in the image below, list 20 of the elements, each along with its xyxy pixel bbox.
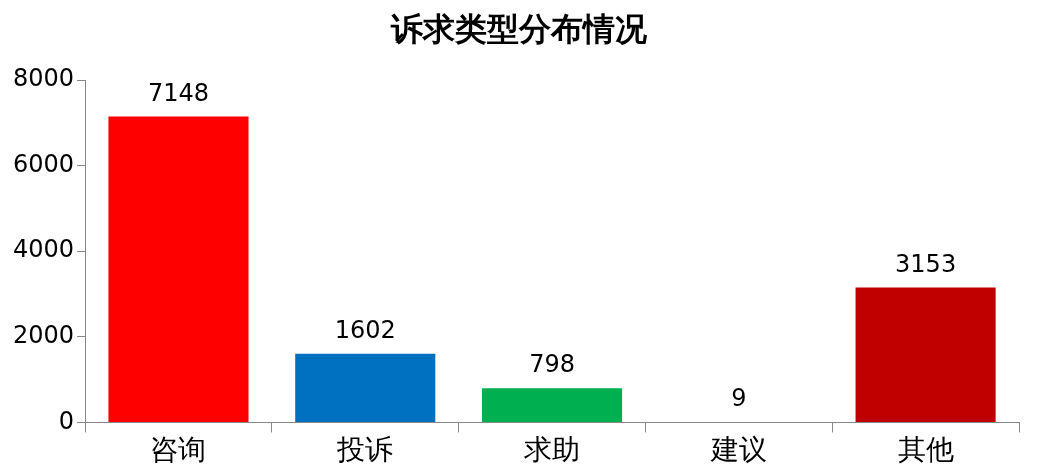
data-label: 7148: [147, 78, 210, 107]
chart-title: 诉求类型分布情况: [389, 9, 648, 50]
y-tick-label: 6000: [13, 149, 75, 178]
data-label: 9: [731, 384, 747, 413]
x-tick-label: 求助: [524, 433, 581, 467]
bar: [855, 287, 996, 422]
x-tick-label: 其他: [897, 433, 954, 467]
data-label: 798: [529, 350, 575, 379]
bar: [482, 388, 623, 422]
x-tick-label: 咨询: [150, 433, 207, 467]
y-tick-label: 4000: [13, 235, 75, 264]
y-tick-label: 2000: [13, 321, 75, 350]
x-tick-label: 建议: [709, 433, 767, 467]
y-tick-label: 0: [58, 406, 75, 435]
bar: [295, 353, 436, 422]
x-tick-label: 投诉: [336, 433, 394, 467]
bar: [108, 116, 249, 422]
y-tick-label: 8000: [13, 64, 75, 93]
data-label: 1602: [334, 316, 396, 345]
data-label: 3153: [895, 249, 957, 278]
